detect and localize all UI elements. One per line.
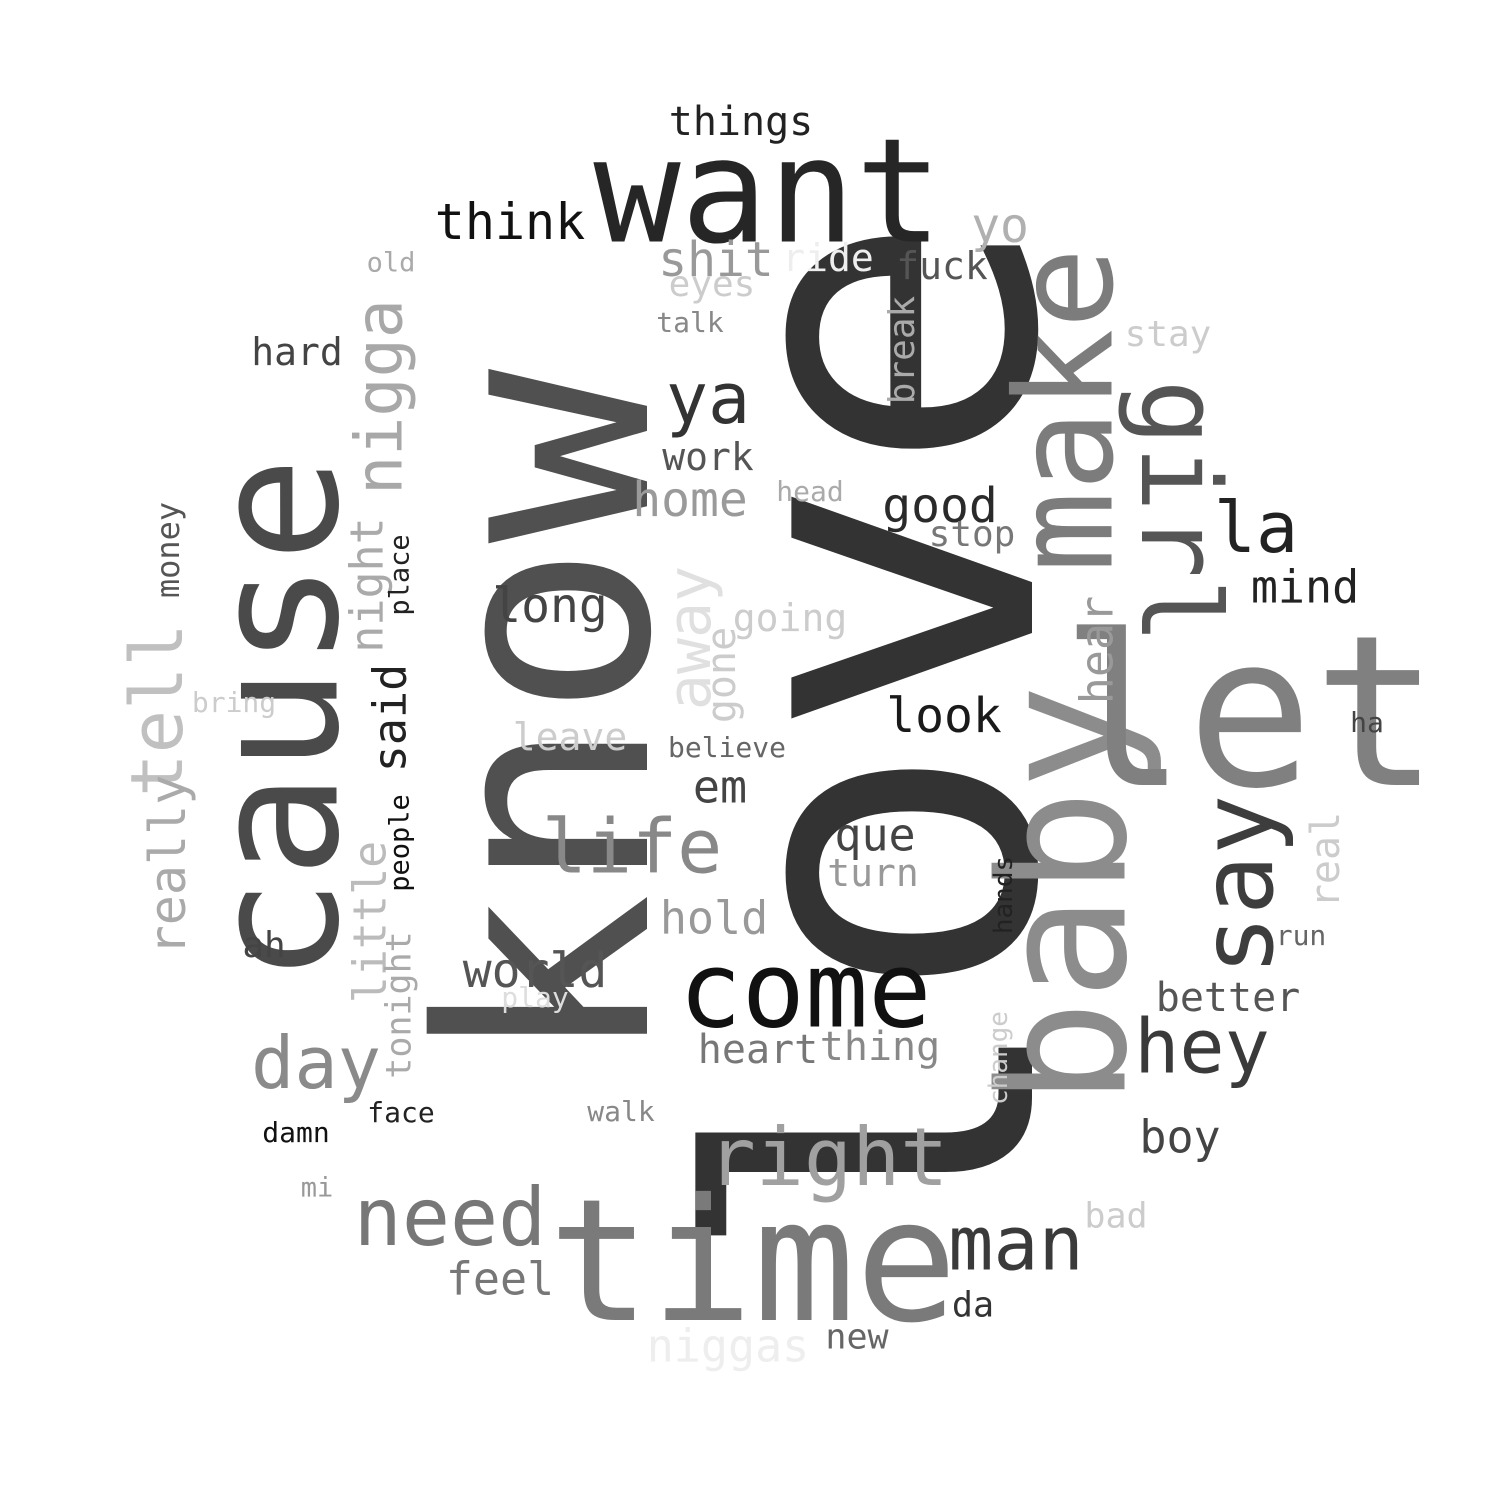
word-good: good (882, 478, 998, 534)
word-think: think (434, 193, 586, 251)
word-right: right (707, 1111, 949, 1204)
word-niggas: niggas (646, 1319, 810, 1373)
word-gone: gone (699, 626, 745, 724)
word-feel: feel (445, 1252, 555, 1306)
word-world: world (462, 943, 608, 999)
word-day: day (250, 1021, 382, 1105)
word-make: make (986, 247, 1144, 573)
word-change: change (984, 1011, 1014, 1105)
word-need: need (353, 1171, 547, 1264)
word-look: look (886, 688, 1002, 744)
word-things: things (668, 99, 814, 145)
word-damn: damn (262, 1116, 330, 1149)
word-nigga: nigga (342, 299, 418, 495)
word-play: play (501, 981, 569, 1014)
word-mi: mi (300, 1172, 334, 1204)
word-real: real (1303, 811, 1349, 909)
word-face: face (367, 1096, 435, 1129)
word-stay: stay (1124, 314, 1212, 355)
word-heart: heart (697, 1027, 819, 1073)
word-time: time (548, 1163, 958, 1361)
word-hard: hard (251, 330, 343, 374)
word-man: man (948, 1199, 1084, 1288)
word-hey: hey (1134, 1002, 1270, 1091)
word-want: want (593, 107, 943, 277)
word-old: old (366, 247, 416, 279)
word-stop: stop (928, 514, 1016, 555)
word-believe: believe (667, 731, 787, 764)
word-home: home (632, 472, 748, 528)
word-em: em (692, 760, 748, 814)
word-fuck: fuck (896, 244, 988, 288)
word-life: life (541, 802, 723, 891)
word-walk: walk (587, 1095, 655, 1128)
word-talk: talk (656, 306, 724, 339)
word-long: long (492, 578, 608, 634)
word-yo: yo (971, 198, 1029, 254)
word-leave: leave (512, 715, 628, 759)
word-new: new (825, 1317, 889, 1358)
word-people: people (384, 794, 416, 892)
word-place: place (384, 534, 416, 616)
word-mind: mind (1250, 560, 1360, 614)
word-la: la (1213, 487, 1299, 569)
word-ride: ride (782, 236, 874, 280)
word-ya: ya (665, 358, 751, 440)
word-money: money (149, 501, 187, 599)
word-turn: turn (827, 851, 919, 895)
word-work: work (662, 435, 754, 479)
word-ha: ha (1350, 706, 1384, 739)
word-ah: ah (242, 925, 286, 966)
word-tell: tell (115, 623, 199, 797)
word-shit: shit (658, 232, 774, 288)
word-cause: cause (175, 456, 379, 984)
word-da: da (951, 1285, 995, 1326)
word-thing: thing (819, 1024, 941, 1070)
word-going: going (732, 596, 848, 640)
word-hold: hold (659, 891, 769, 945)
word-break: break (882, 295, 923, 405)
word-say: say (1179, 794, 1296, 976)
word-hear: hear (1070, 595, 1124, 705)
word-let: let (1060, 590, 1440, 835)
word-bring: bring (191, 686, 277, 719)
word-eyes: eyes (668, 264, 756, 305)
word-said: said (363, 663, 417, 773)
word-night: night (340, 517, 394, 653)
word-tonight: tonight (379, 931, 420, 1079)
word-hands: hands (989, 855, 1019, 935)
word-run: run (1275, 919, 1327, 952)
word-better: better (1155, 975, 1301, 1021)
word-head: head (776, 475, 844, 508)
word-boy: boy (1139, 1110, 1221, 1164)
word-really: really (139, 774, 197, 956)
word-que: que (834, 808, 916, 862)
word-bad: bad (1084, 1196, 1148, 1237)
word-come: come (678, 929, 932, 1052)
